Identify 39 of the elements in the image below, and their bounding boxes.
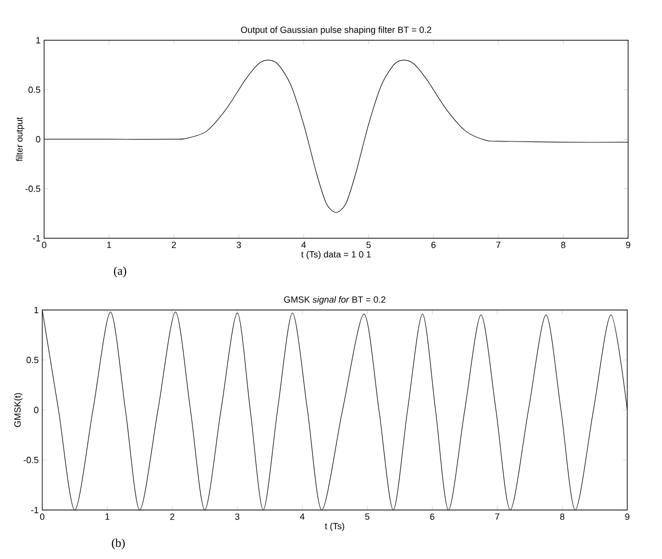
x-axis-title: t (Ts) data = 1 0 1 [301,250,371,260]
y-tick-label: 0.5 [28,86,40,93]
chart-title: Output of Gaussian pulse shaping filter BT = 0.2 [240,26,432,35]
x-tick-label: 4 [300,514,304,520]
x-tick-label: 0 [40,514,44,520]
x-axis-title: t (Ts) [324,522,344,532]
text: (b) [112,538,125,550]
y-tick-label: 0.5 [26,356,38,364]
x-tick-label: 6 [431,242,436,248]
x-tick-label: 9 [625,514,630,520]
x-tick-label: 7 [496,242,500,248]
x-tick-label: 4 [301,242,306,248]
y-tick-label: -1 [31,506,38,514]
x-tick-label: 8 [561,242,566,248]
x-tick-label: 7 [495,514,500,520]
y-tick-label: -0.5 [26,186,40,192]
y-axis-title: GMSK(t) [14,393,22,427]
x-tick-label: 3 [235,514,240,520]
x-tick-label: 2 [172,242,176,248]
x-tick-label: 9 [626,242,630,248]
x-tick-label: 6 [430,514,434,520]
y-tick-label: -0.5 [24,456,38,464]
x-tick-label: 3 [236,242,241,248]
text: (a) [114,266,126,278]
y-tick-label: 1 [36,37,40,44]
y-axis-title: filter output [16,117,24,162]
x-tick-label: 5 [366,242,371,248]
chart-title: GMSK signal for BT = 0.2 [284,296,386,304]
y-tick-label: 1 [34,306,38,314]
y-tick-label: 0 [36,136,40,142]
x-tick-label: 1 [107,242,112,248]
x-tick-label: 5 [365,514,370,520]
x-tick-label: 2 [170,514,174,520]
x-tick-label: 1 [105,514,110,520]
line-series [42,310,628,510]
x-tick-label: 0 [42,242,46,248]
y-tick-label: -1 [33,235,40,242]
x-tick-label: 8 [560,514,564,520]
y-tick-label: 0 [34,406,38,414]
